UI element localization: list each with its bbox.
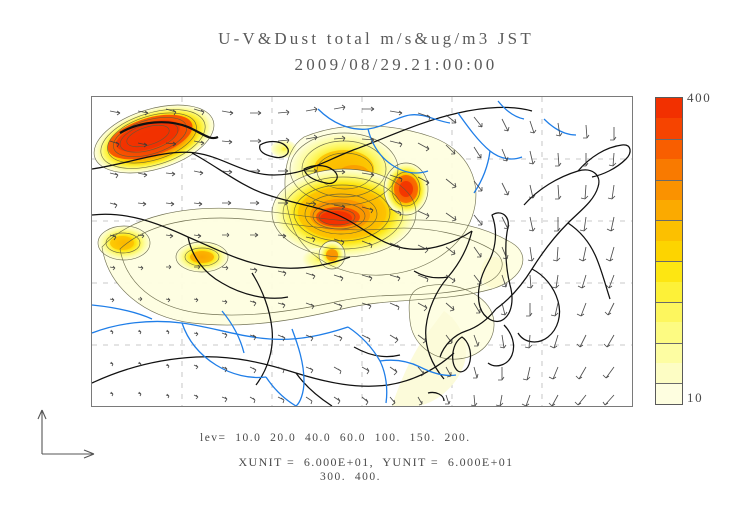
contour-levels-line2: 300. 400. — [320, 471, 381, 483]
colorbar-cell — [656, 138, 682, 160]
colorbar-cell — [656, 383, 682, 404]
colorbar-cell — [656, 342, 682, 364]
dust-contour-lines — [93, 104, 524, 360]
colorbar-cell — [656, 261, 682, 282]
colorbar-max-label: 400 — [687, 90, 712, 105]
contour-levels-line1: lev= 10.0 20.0 40.0 60.0 100. 150. 200. — [200, 432, 471, 444]
colorbar-cell — [656, 199, 682, 221]
colorbar-cell — [656, 179, 682, 200]
chart-title-line2: 2009/08/29.21:00:00 — [294, 55, 498, 74]
reference-vector-icon — [37, 409, 95, 459]
colorbar-cell — [656, 159, 682, 180]
map-coastlines — [92, 106, 631, 406]
chart-title-block: U-V&Dust total m/s&ug/m3 JST 2009/08/29.… — [0, 26, 752, 78]
colorbar-cell — [656, 322, 682, 343]
axis-unit-label: XUNIT = 6.000E+01, YUNIT = 6.000E+01 — [238, 455, 514, 469]
chart-title-line1: U-V&Dust total m/s&ug/m3 JST — [218, 29, 534, 48]
colorbar-cell — [656, 281, 682, 302]
dust-concentration-field — [94, 105, 523, 406]
map-plot-area[interactable] — [91, 96, 633, 407]
colorbar-min-label: 10 — [687, 390, 704, 405]
colorbar-cell — [656, 240, 682, 262]
colorbar-cell — [656, 363, 682, 384]
dust-colorbar[interactable] — [655, 97, 683, 405]
colorbar-cell — [656, 301, 682, 323]
colorbar-cell — [656, 98, 682, 119]
colorbar-cell — [656, 220, 682, 241]
colorbar-cell — [656, 118, 682, 139]
contour-levels-legend: lev= 10.0 20.0 40.0 60.0 100. 150. 200. … — [0, 408, 660, 495]
map-svg — [92, 97, 632, 406]
reference-vector-scale — [32, 404, 106, 460]
wind-vector-field — [109, 104, 617, 406]
